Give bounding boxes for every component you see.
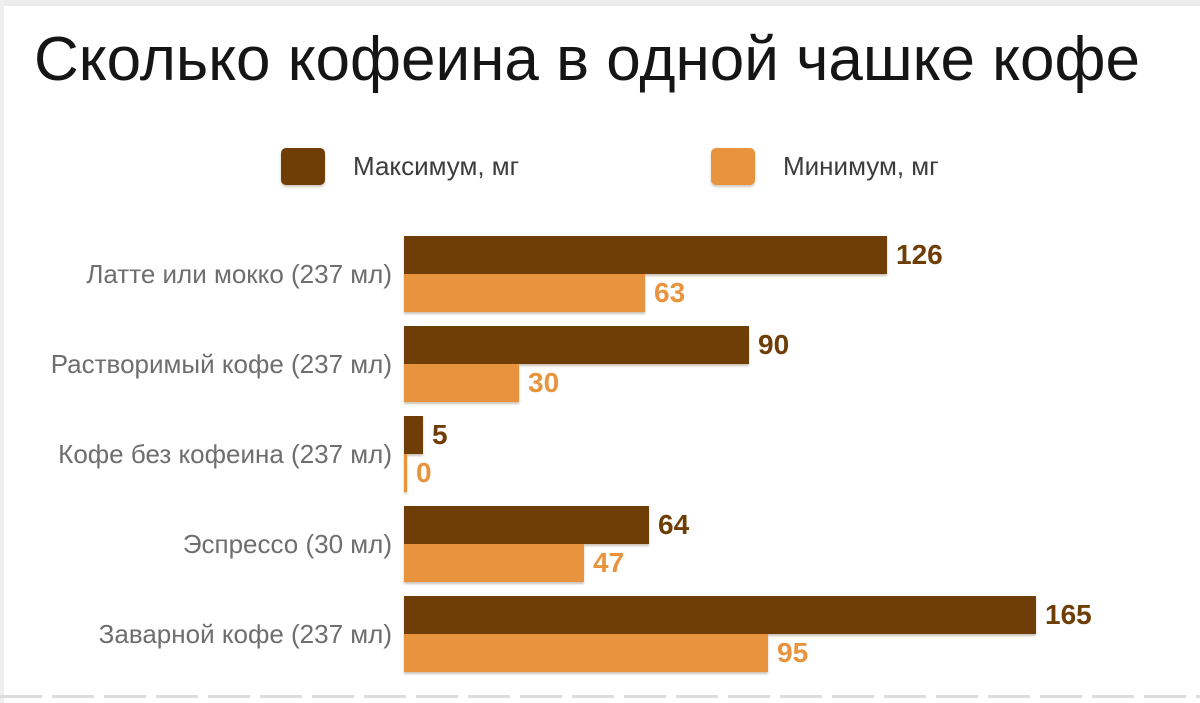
bar-maximum: 90 xyxy=(404,326,789,364)
legend-label-maximum: Максимум, мг xyxy=(353,151,520,181)
value-label-maximum: 64 xyxy=(658,509,690,540)
value-label-minimum: 47 xyxy=(593,547,625,578)
category-label: Заварной кофе (237 мл) xyxy=(98,618,392,649)
value-label-maximum: 165 xyxy=(1045,599,1092,630)
bar-minimum: 47 xyxy=(404,544,624,582)
bar-maximum: 165 xyxy=(404,596,1092,634)
category-label: Эспрессо (30 мл) xyxy=(182,528,392,559)
category-label: Кофе без кофеина (237 мл) xyxy=(58,438,392,469)
left-edge-divider xyxy=(0,0,4,703)
value-label-maximum: 126 xyxy=(896,239,943,270)
value-label-maximum: 5 xyxy=(432,419,448,450)
bottom-edge-divider xyxy=(0,695,1200,698)
chart-row: Растворимый кофе (237 мл) 90 30 xyxy=(0,326,1200,402)
bar-minimum: 95 xyxy=(404,634,808,672)
chart-row: Эспрессо (30 мл) 64 47 xyxy=(0,506,1200,582)
page-title: Сколько кофеина в одной чашке кофе xyxy=(34,25,1140,94)
bar-maximum: 5 xyxy=(404,416,448,454)
category-label: Растворимый кофе (237 мл) xyxy=(50,348,392,379)
bar-maximum: 126 xyxy=(404,236,943,274)
bar-maximum: 64 xyxy=(404,506,689,544)
value-label-minimum: 30 xyxy=(528,367,560,398)
category-label: Латте или мокко (237 мл) xyxy=(86,258,392,289)
value-label-maximum: 90 xyxy=(758,329,790,360)
bar-minimum: 63 xyxy=(404,274,685,312)
value-label-minimum: 0 xyxy=(416,457,432,488)
value-label-minimum: 95 xyxy=(777,637,809,668)
chart-row: Заварной кофе (237 мл) 165 95 xyxy=(0,596,1200,672)
legend: Максимум, мг Минимум, мг xyxy=(0,148,1200,188)
chart-row: Латте или мокко (237 мл) 126 63 xyxy=(0,236,1200,312)
legend-item-maximum: Максимум, мг xyxy=(281,148,519,185)
legend-item-minimum: Минимум, мг xyxy=(711,148,939,185)
chart-row: Кофе без кофеина (237 мл) 5 0 xyxy=(0,416,1200,492)
legend-swatch-minimum-icon xyxy=(711,148,755,185)
bar-minimum: 30 xyxy=(404,364,559,402)
value-label-minimum: 63 xyxy=(654,277,686,308)
legend-swatch-maximum-icon xyxy=(281,148,325,185)
bar-minimum: 0 xyxy=(404,454,432,492)
legend-label-minimum: Минимум, мг xyxy=(783,151,939,181)
top-edge-divider xyxy=(0,0,1200,6)
